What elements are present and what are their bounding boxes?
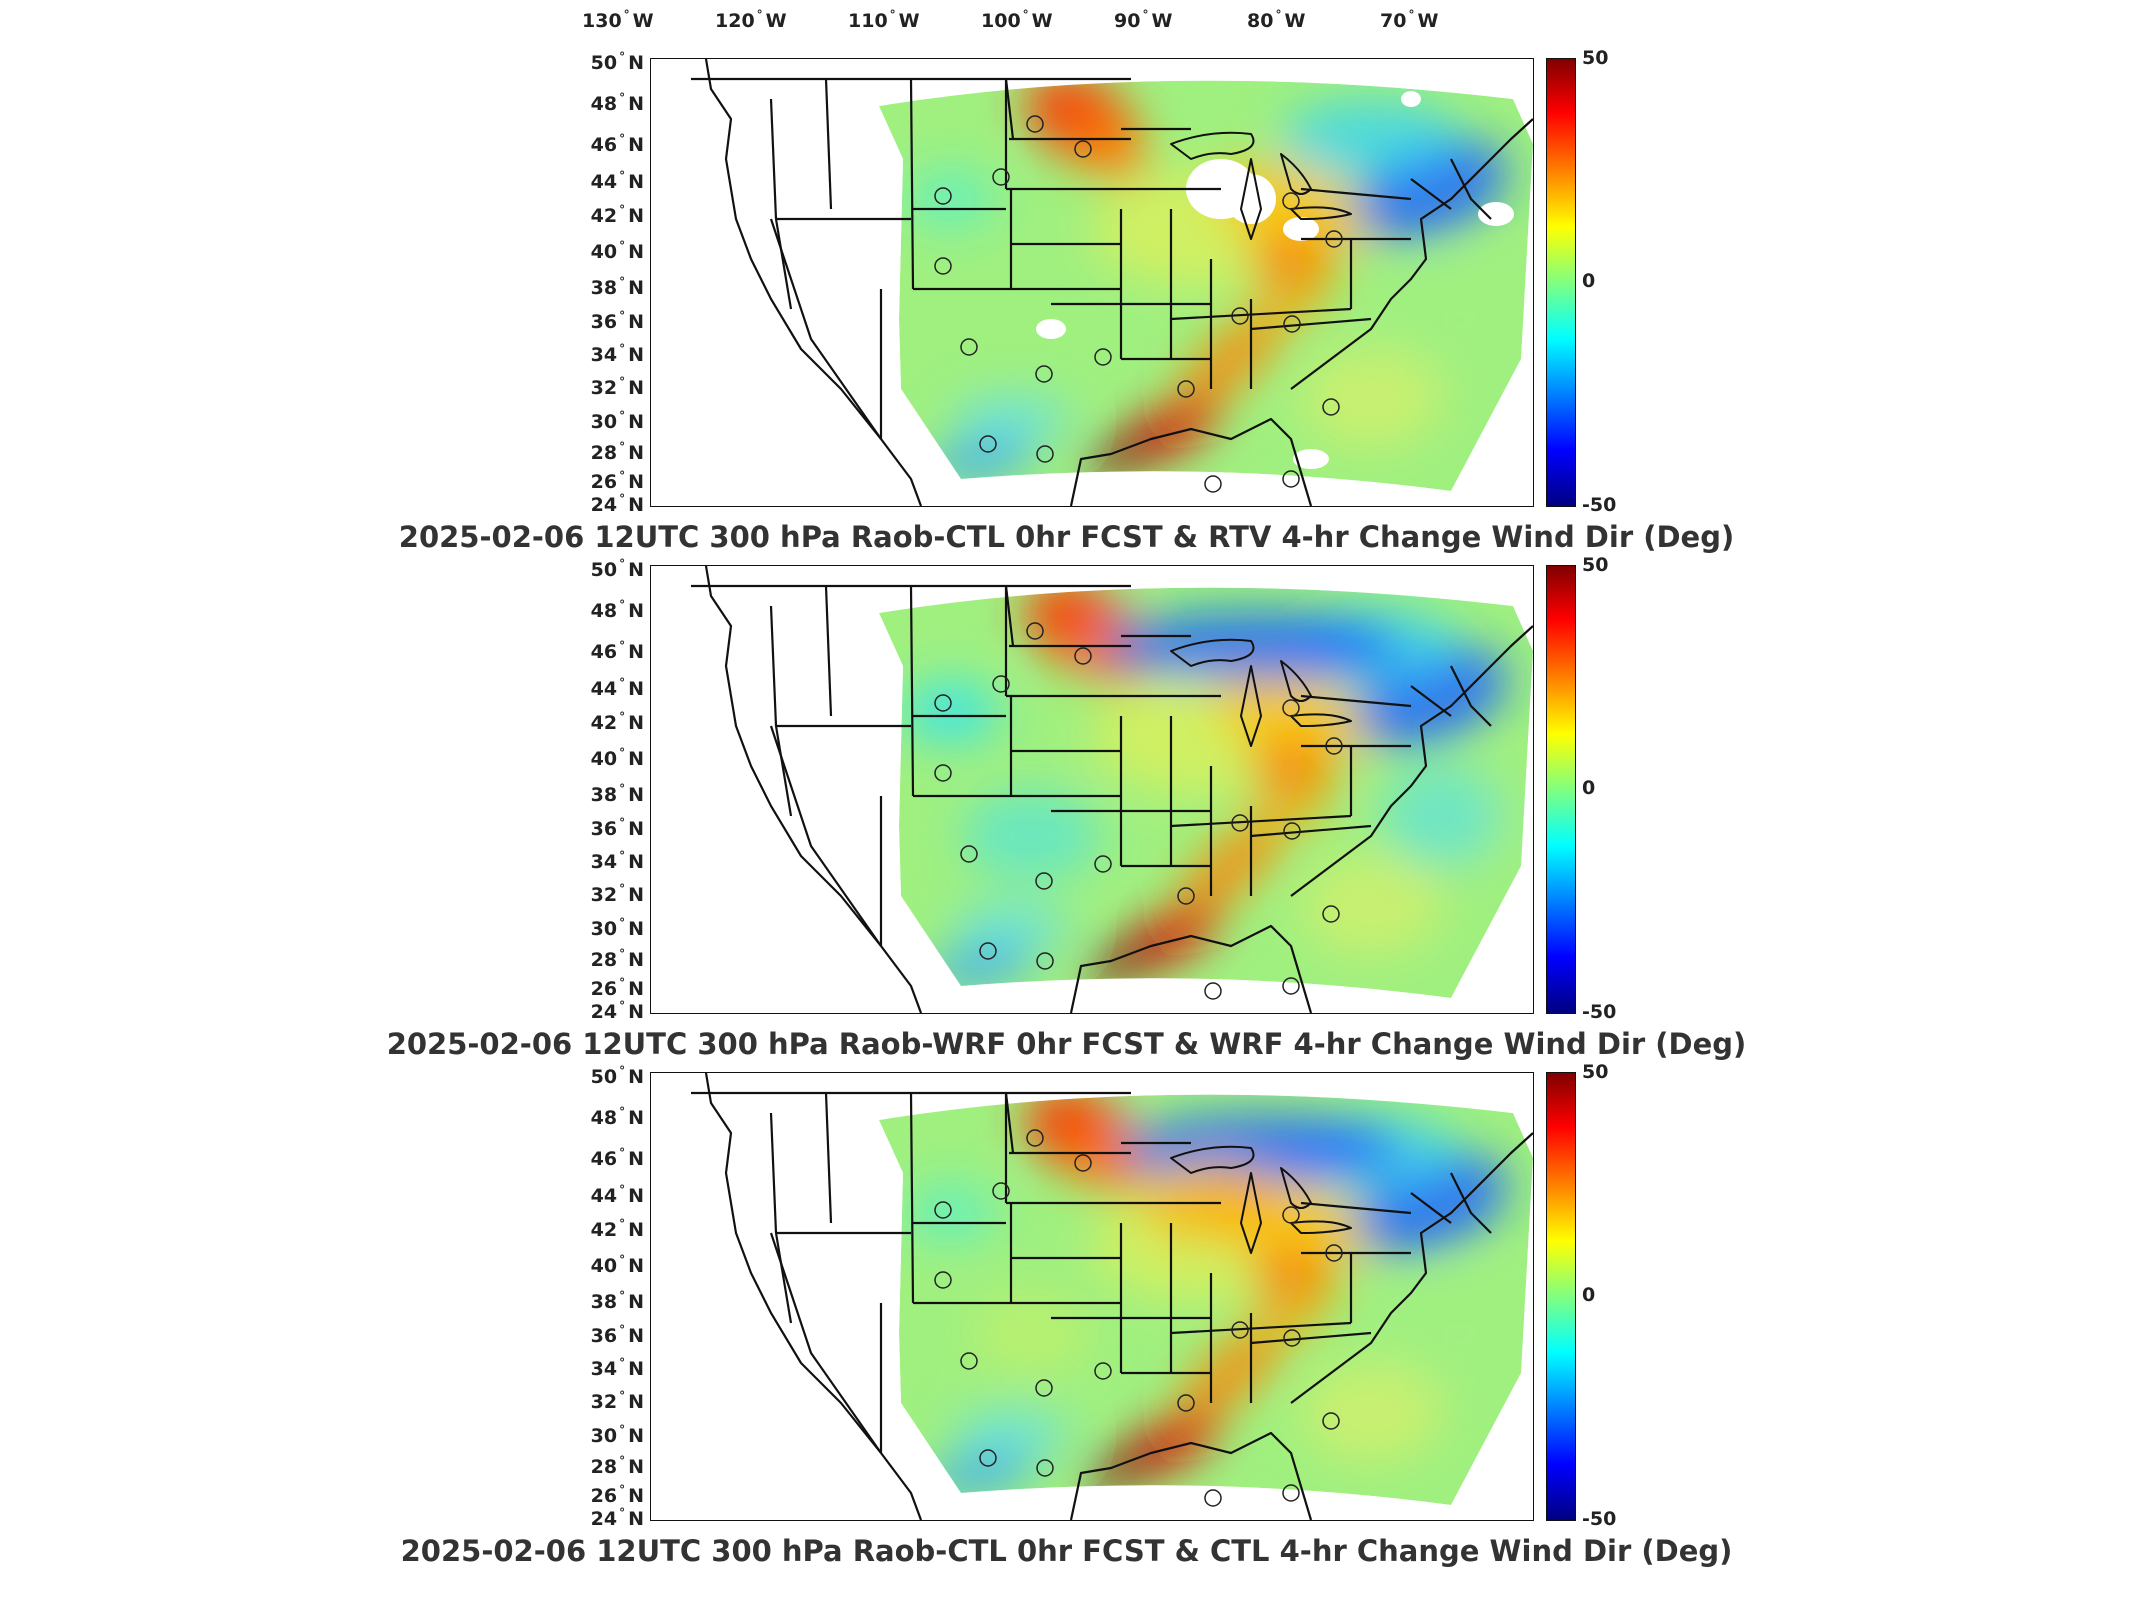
latitude-label: 34 ° N xyxy=(590,849,644,873)
latitude-label: 32 ° N xyxy=(590,375,644,399)
latitude-label: 46 ° N xyxy=(590,132,644,156)
longitude-label: 80 ° W xyxy=(1247,8,1306,32)
colorbar xyxy=(1546,565,1576,1014)
latitude-label: 28 ° N xyxy=(590,1454,644,1478)
latitude-label: 24 ° N xyxy=(590,1506,644,1530)
latitude-label: 30 ° N xyxy=(590,409,644,433)
wind-direction-map xyxy=(650,58,1534,507)
latitude-label: 30 ° N xyxy=(590,1423,644,1447)
colorbar xyxy=(1546,58,1576,507)
latitude-label: 38 ° N xyxy=(590,275,644,299)
latitude-label: 48 ° N xyxy=(590,598,644,622)
colorbar-tick-label: 50 xyxy=(1582,47,1609,69)
colorbar-tick-label: 0 xyxy=(1582,1284,1596,1306)
map-panel-2: 50 ° N 48 ° N 46 ° N 44 ° N 42 ° N 40 ° N 38 ° N 36 ° N 34 ° N 32 ° N… xyxy=(0,554,2133,1075)
latitude-label: 26 ° N xyxy=(590,1483,644,1507)
latitude-label: 44 ° N xyxy=(590,169,644,193)
latitude-label: 34 ° N xyxy=(590,342,644,366)
latitude-label: 46 ° N xyxy=(590,639,644,663)
map-image xyxy=(691,566,1533,1013)
panel-title: 2025-02-06 12UTC 300 hPa Raob-CTL 0hr FC… xyxy=(398,520,1735,554)
latitude-label: 50 ° N xyxy=(590,50,644,74)
latitude-label: 36 ° N xyxy=(590,309,644,333)
latitude-label: 42 ° N xyxy=(590,203,644,227)
latitude-label: 36 ° N xyxy=(590,816,644,840)
longitude-label: 90 ° W xyxy=(1114,8,1173,32)
longitude-label: 100 ° W xyxy=(981,8,1053,32)
latitude-label: 30 ° N xyxy=(590,916,644,940)
latitude-label: 32 ° N xyxy=(590,1389,644,1413)
latitude-label: 50 ° N xyxy=(590,557,644,581)
latitude-label: 46 ° N xyxy=(590,1146,644,1170)
latitude-label: 44 ° N xyxy=(590,676,644,700)
longitude-labels: 130 ° W 120 ° W 110 ° W 100 ° W 90 ° W 80 ° W 70 ° W xyxy=(0,0,2133,40)
colorbar-tick-label: 0 xyxy=(1582,777,1596,799)
latitude-label: 28 ° N xyxy=(590,947,644,971)
map-panel-3: 50 ° N 48 ° N 46 ° N 44 ° N 42 ° N 40 ° N 38 ° N 36 ° N 34 ° N 32 ° N… xyxy=(0,1061,2133,1582)
map-image xyxy=(691,1073,1533,1520)
latitude-label: 36 ° N xyxy=(590,1323,644,1347)
latitude-label: 40 ° N xyxy=(590,1253,644,1277)
latitude-label: 24 ° N xyxy=(590,492,644,516)
panel-title: 2025-02-06 12UTC 300 hPa Raob-CTL 0hr FC… xyxy=(400,1534,1733,1568)
latitude-label: 50 ° N xyxy=(590,1064,644,1088)
latitude-label: 44 ° N xyxy=(590,1183,644,1207)
latitude-label: 40 ° N xyxy=(590,239,644,263)
latitude-label: 28 ° N xyxy=(590,440,644,464)
map-panel-1: 50 ° N 48 ° N 46 ° N 44 ° N 42 ° N 40 ° N 38 ° N 36 ° N 34 ° N 32 ° N… xyxy=(0,47,2133,568)
longitude-label: 110 ° W xyxy=(848,8,920,32)
latitude-label: 38 ° N xyxy=(590,1289,644,1313)
latitude-label: 32 ° N xyxy=(590,882,644,906)
latitude-label: 26 ° N xyxy=(590,469,644,493)
latitude-label: 34 ° N xyxy=(590,1356,644,1380)
colorbar-tick-label: -50 xyxy=(1582,494,1617,516)
colorbar-tick-label: 50 xyxy=(1582,1061,1609,1083)
latitude-label: 38 ° N xyxy=(590,782,644,806)
longitude-label: 70 ° W xyxy=(1380,8,1439,32)
map-image xyxy=(691,59,1533,506)
longitude-label: 120 ° W xyxy=(715,8,787,32)
wind-direction-map xyxy=(650,565,1534,1014)
latitude-label: 42 ° N xyxy=(590,710,644,734)
colorbar-tick-label: -50 xyxy=(1582,1508,1617,1530)
latitude-label: 24 ° N xyxy=(590,999,644,1023)
colorbar xyxy=(1546,1072,1576,1521)
longitude-label: 130 ° W xyxy=(582,8,654,32)
colorbar-tick-label: 50 xyxy=(1582,554,1609,576)
latitude-label: 42 ° N xyxy=(590,1217,644,1241)
colorbar-tick-label: 0 xyxy=(1582,270,1596,292)
panel-title: 2025-02-06 12UTC 300 hPa Raob-WRF 0hr FC… xyxy=(386,1027,1747,1061)
wind-direction-map xyxy=(650,1072,1534,1521)
latitude-label: 48 ° N xyxy=(590,91,644,115)
latitude-label: 26 ° N xyxy=(590,976,644,1000)
latitude-label: 48 ° N xyxy=(590,1105,644,1129)
latitude-label: 40 ° N xyxy=(590,746,644,770)
colorbar-tick-label: -50 xyxy=(1582,1001,1617,1023)
